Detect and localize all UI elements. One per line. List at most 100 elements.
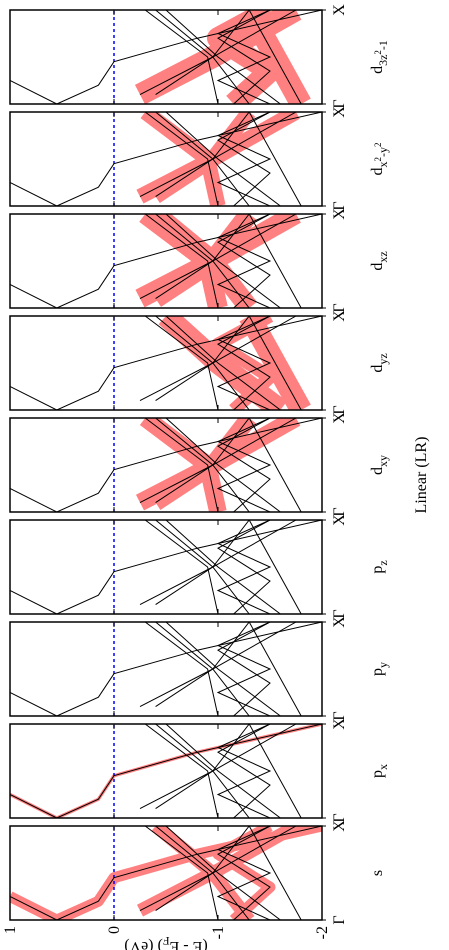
panel-frame	[9, 723, 323, 819]
x-tick-label: X	[331, 4, 348, 16]
band-line	[216, 622, 272, 716]
panel-frame	[9, 621, 323, 717]
panel-label-part: d	[369, 66, 386, 74]
panel-label-part: x	[376, 162, 390, 168]
band-line	[217, 520, 271, 614]
fat-band	[166, 520, 280, 614]
band-line	[56, 214, 322, 308]
band-line	[155, 826, 250, 920]
x-tick-label: X	[331, 718, 348, 730]
y-tick-label: -1	[210, 926, 227, 939]
panel-plot	[10, 622, 322, 716]
panel: Γ Xpy	[9, 616, 390, 721]
band-line	[216, 724, 272, 818]
fat-band	[156, 622, 250, 716]
x-tick-label: X	[331, 106, 348, 118]
band-line	[56, 520, 322, 614]
panel-label-part: xz	[376, 251, 390, 262]
fat-band	[57, 622, 322, 716]
x-tick-label: Γ	[331, 711, 348, 720]
band-line	[10, 284, 58, 308]
fat-band	[166, 622, 280, 716]
band-line	[10, 794, 58, 818]
fat-band	[156, 520, 250, 605]
band-line	[248, 724, 302, 818]
x-tick-label: Γ	[331, 915, 348, 924]
x-tick-label: X	[331, 412, 348, 424]
x-tick-label: X	[331, 310, 348, 322]
band-line	[56, 622, 322, 716]
band-line	[56, 112, 322, 206]
x-tick-label: X	[331, 820, 348, 832]
band-line	[56, 724, 322, 818]
panel: Γ Xpz	[9, 514, 390, 619]
panel-label-part: d	[369, 467, 386, 475]
panel-label: dx2-y2	[369, 143, 390, 176]
band-line	[248, 214, 302, 308]
band-line	[10, 692, 58, 716]
band-line	[155, 520, 250, 614]
panel-label: py	[369, 662, 390, 676]
x-tick-label: X	[331, 208, 348, 220]
panel-frame	[9, 111, 323, 207]
x-tick-label: X	[331, 514, 348, 526]
panel-plot	[10, 316, 322, 410]
panel-label-part: p	[369, 770, 386, 778]
panel-label-part: 2	[373, 50, 383, 55]
band-line	[165, 622, 281, 716]
panel-label-part: x	[376, 764, 390, 770]
band-line	[144, 10, 219, 104]
figure: 1 0 -1 -2(E - EF) (eV)ΓXsΓXpxΓXpyΓXpzΓXdxyΓ…	[2, 4, 430, 950]
x-tick-label: X	[331, 616, 348, 628]
panel-plot	[10, 10, 322, 104]
band-line	[217, 724, 271, 818]
x-tick-label: Γ	[331, 201, 348, 210]
band-line	[217, 826, 271, 920]
band-line	[155, 112, 250, 206]
panel-label: d3z2-1	[369, 40, 390, 74]
band-line	[165, 214, 281, 308]
band-line	[10, 590, 58, 614]
panel-plot	[10, 112, 322, 206]
fat-band	[57, 520, 322, 614]
band-line	[155, 520, 250, 606]
panel-label: px	[369, 764, 390, 778]
panel-label: s	[369, 870, 386, 876]
x-tick-label: Γ	[331, 609, 348, 618]
panel-label-part: -1	[376, 40, 390, 50]
panel-label: dxz	[369, 251, 390, 270]
panel-plot	[10, 724, 322, 818]
panel-label: dxy	[369, 455, 390, 475]
band-line	[144, 214, 219, 308]
panel-label-part: p	[369, 566, 386, 574]
band-line	[217, 622, 271, 716]
panel-plot	[10, 418, 322, 512]
band-line	[10, 80, 58, 104]
band-line	[248, 520, 302, 614]
panel-label-part: d	[369, 365, 386, 373]
band-line	[248, 826, 302, 920]
band-line	[165, 112, 281, 206]
band-line	[165, 724, 281, 818]
band-line	[155, 724, 250, 818]
band-line	[217, 112, 271, 206]
band-line	[165, 10, 281, 104]
band-line	[216, 214, 272, 308]
x-tick-label: Γ	[331, 507, 348, 516]
band-line	[155, 214, 250, 308]
x-tick-label: Γ	[331, 405, 348, 414]
x-tick-label: Γ	[331, 303, 348, 312]
panel-plot	[10, 214, 322, 308]
band-line	[10, 896, 58, 920]
band-line	[217, 214, 271, 308]
band-line	[217, 10, 271, 104]
band-line	[216, 520, 272, 614]
fat-band	[156, 724, 250, 809]
panel-frame	[9, 213, 323, 309]
panel: Γ Xpx	[9, 718, 390, 823]
